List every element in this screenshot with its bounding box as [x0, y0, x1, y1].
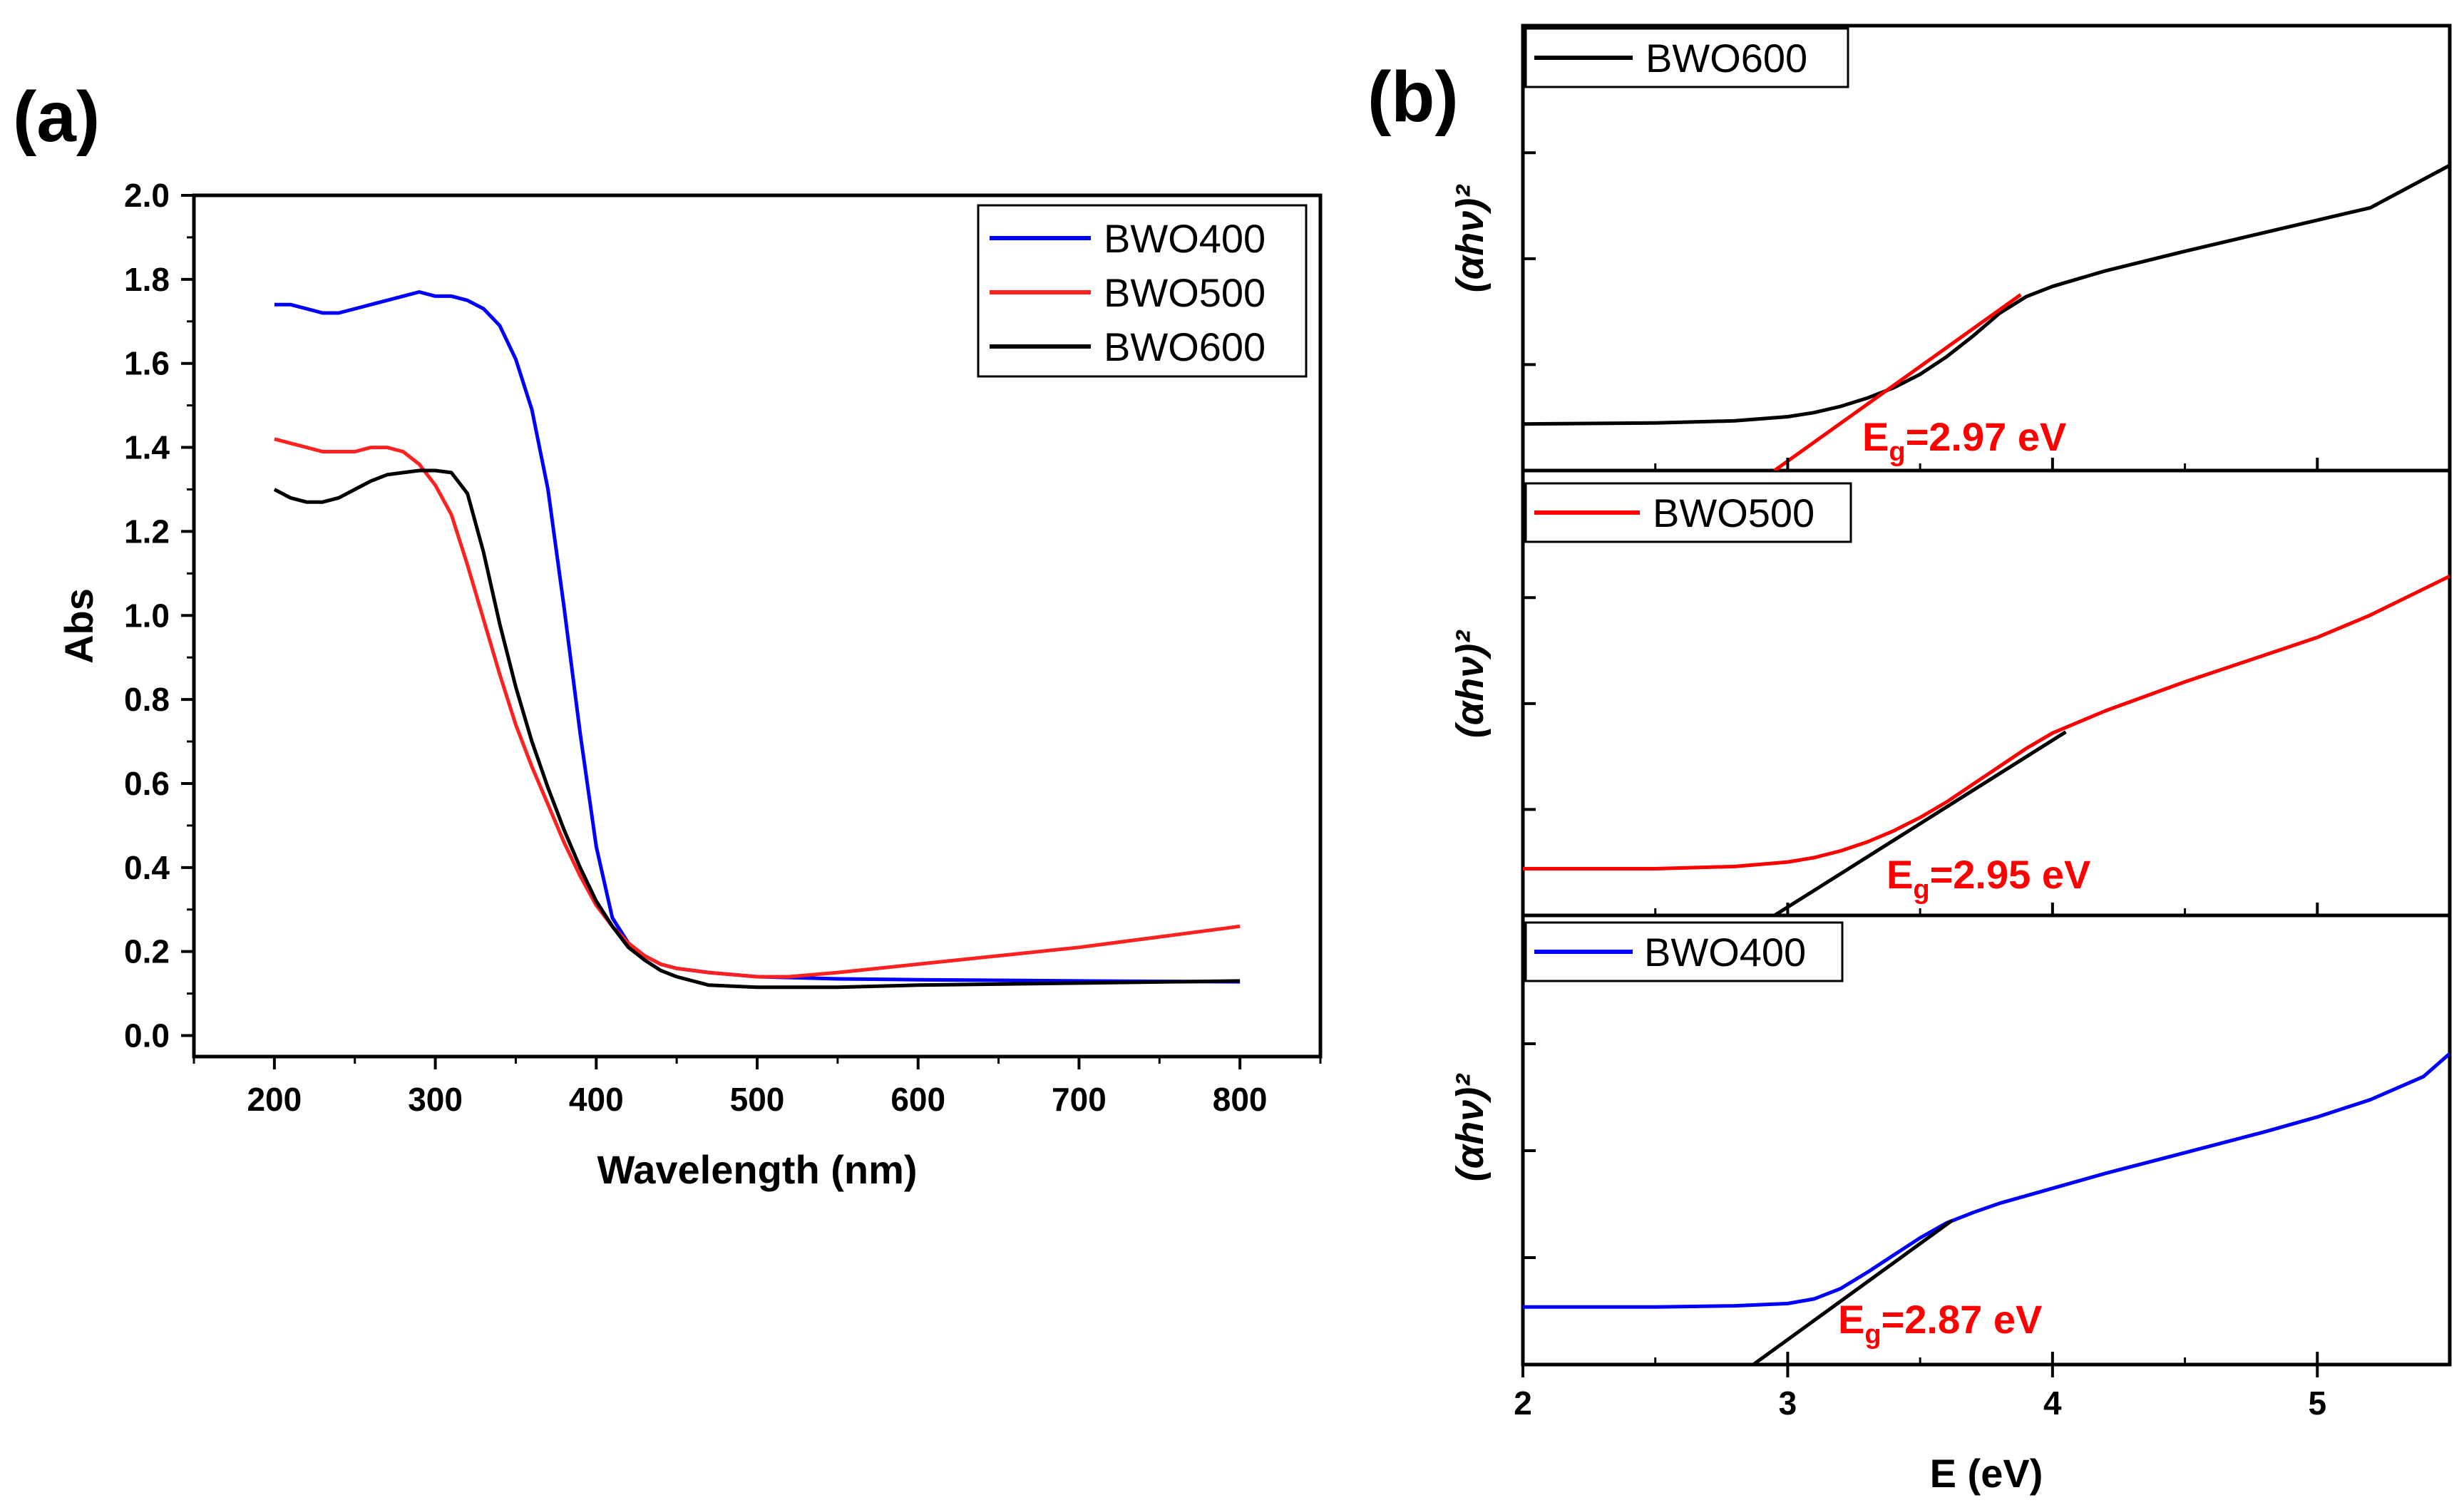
annotation-eg-bwo600: Eg=2.97 eV	[1862, 414, 2066, 467]
panel-a-xticks: 200 300 400 500 600 700 800	[192, 1057, 1322, 1118]
annotation-eg-bwo500-sub: g	[1913, 875, 1929, 905]
series-line-bwo600	[273, 468, 1241, 990]
annotation-eg-bwo400-value: =2.87 eV	[1882, 1297, 2043, 1342]
panel-a-x-tick-label-200: 200	[247, 1081, 302, 1118]
panel-b-middle-legend: BWO500	[1524, 482, 1852, 543]
legend-label-bwo500-b: BWO500	[1653, 491, 1814, 535]
annotation-eg-bwo600-sub: g	[1889, 437, 1905, 467]
panel-b-bottom-frame	[1521, 913, 2452, 1367]
annotation-eg-bwo600-main: E	[1862, 414, 1889, 459]
series-line-bwo400	[274, 290, 1241, 984]
panel-a-y-tick-label: 0.0	[124, 1017, 170, 1054]
panel-b-top-y-axis-label: (αhν)²	[1449, 184, 1492, 292]
panel-a-y-tick-label: 0.2	[124, 933, 170, 970]
panel-b-x-tick-label-5: 5	[2308, 1385, 2326, 1422]
panel-b-top-frame	[1521, 24, 2452, 473]
panel-b-x-axis-label: E (eV)	[1930, 1451, 2043, 1496]
panel-a-y-tick-label: 1.6	[124, 345, 170, 382]
series-line-bwo500	[274, 437, 1241, 979]
panel-a-yticks: 0.0 0.2 0.4 0.6 0.8 1.0 1.2 1.4 1.6 1.8 2.0	[124, 177, 194, 1054]
series-line-bwo400-tauc	[1523, 1052, 2450, 1309]
annotation-eg-bwo500-value: =2.95 eV	[1930, 852, 2091, 897]
panel-b-x-tick-label-3: 3	[1779, 1385, 1797, 1422]
panel-a-y-tick-label: 0.8	[124, 681, 170, 718]
panel-b-x-tick-label-2: 2	[1514, 1385, 1532, 1422]
tangent-fit-line-bwo500	[1773, 730, 2067, 915]
annotation-eg-bwo500: Eg=2.95 eV	[1886, 852, 2090, 905]
panel-a-x-axis-label: Wavelength (nm)	[597, 1147, 917, 1192]
legend-label-bwo400: BWO400	[1104, 216, 1266, 261]
panel-a-x-tick-label-800: 800	[1213, 1081, 1268, 1118]
series-line-bwo600-tauc	[1523, 163, 2450, 426]
legend-label-bwo400-b: BWO400	[1644, 930, 1806, 975]
panel-a-y-tick-label: 1.4	[124, 429, 170, 466]
panel-a-y-tick-label: 0.4	[124, 849, 170, 886]
panel-a-x-tick-label-700: 700	[1052, 1081, 1107, 1118]
legend-label-bwo600-b: BWO600	[1646, 36, 1807, 81]
panel-a-y-tick-label: 1.2	[124, 513, 170, 550]
annotation-eg-bwo400: Eg=2.87 eV	[1838, 1297, 2042, 1350]
panel-a-x-tick-label-500: 500	[730, 1081, 785, 1118]
panel-b-bottom-y-axis-label: (αhν)²	[1449, 1073, 1492, 1181]
panel-a-y-tick-label: 1.8	[124, 261, 170, 298]
legend-label-bwo600: BWO600	[1104, 324, 1266, 369]
series-line-bwo500-tauc	[1523, 574, 2450, 870]
annotation-eg-bwo400-main: E	[1838, 1297, 1864, 1342]
panel-b: (b) 2 3 4 5 (αhν)² (αhν)² (αhν)² BWO600 BWO…	[1367, 24, 2452, 1496]
panel-a-y-tick-label: 1.0	[124, 597, 170, 634]
panel-a: (a) 200 300 400 500 600 700 800 0.00.20.40.60.…	[13, 77, 1323, 1192]
tangent-fit-line-bwo600	[1773, 293, 2022, 471]
panel-a-x-tick-label-400: 400	[569, 1081, 624, 1118]
annotation-eg-bwo600-value: =2.97 eV	[1906, 414, 2067, 459]
tangent-fit-line-bwo400	[1752, 1219, 1954, 1365]
panel-a-series-layer	[273, 290, 1241, 990]
panel-b-label: (b)	[1367, 57, 1459, 137]
annotation-eg-bwo400-sub: g	[1864, 1320, 1881, 1350]
panel-a-x-tick-label-600: 600	[890, 1081, 945, 1118]
panel-b-ticks: 2 3 4 5	[1514, 45, 2326, 1422]
panel-a-x-tick-label-300: 300	[408, 1081, 463, 1118]
panel-b-top-legend: BWO600	[1524, 27, 1849, 88]
panel-a-legend: BWO400 BWO500 BWO600	[977, 204, 1308, 378]
panel-a-y-tick-label: 0.6	[124, 765, 170, 802]
panel-b-middle-y-axis-label: (αhν)²	[1449, 630, 1492, 738]
panel-b-bottom-legend: BWO400	[1524, 921, 1844, 982]
legend-label-bwo500: BWO500	[1104, 270, 1266, 315]
annotation-eg-bwo500-main: E	[1886, 852, 1913, 897]
panel-b-series-layer	[1523, 163, 2450, 1365]
panel-a-y-axis-label: Abs	[56, 588, 101, 664]
panel-a-label: (a)	[13, 77, 100, 157]
panel-a-y-tick-label: 2.0	[124, 177, 170, 214]
panel-b-x-tick-label-4: 4	[2043, 1385, 2062, 1422]
